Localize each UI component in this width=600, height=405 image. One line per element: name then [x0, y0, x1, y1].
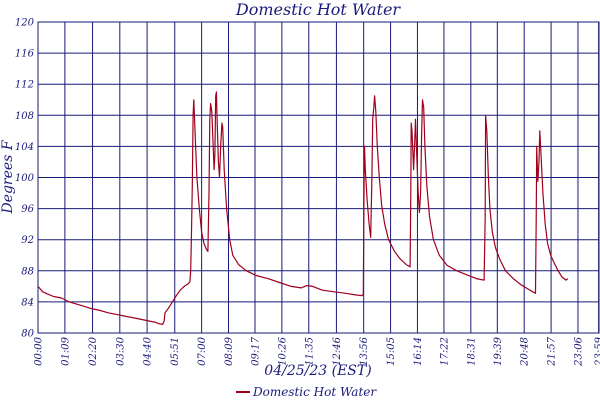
series-line [37, 91, 569, 325]
x-tick-label: 04:40 [143, 336, 154, 365]
x-tick-label: 17:22 [439, 337, 450, 366]
x-tick-label: 23:59 [594, 336, 600, 366]
y-tick-label: 116 [15, 49, 35, 60]
x-tick-label: 16:14 [413, 337, 424, 366]
y-tick-label: 112 [15, 80, 34, 91]
x-tick-label: 08:09 [224, 336, 235, 365]
x-tick-label: 15:05 [386, 337, 397, 366]
x-tick-label: 01:09 [60, 336, 71, 365]
x-tick-label: 11:35 [304, 337, 315, 366]
chart-title: Domestic Hot Water [235, 0, 402, 19]
x-tick-label: 09:17 [250, 336, 261, 365]
y-tick-label: 80 [21, 329, 34, 340]
legend: Domestic Hot Water [236, 385, 377, 399]
grid [37, 21, 600, 334]
x-tick-label: 03:30 [115, 336, 126, 365]
x-tick-label: 21:57 [547, 336, 558, 366]
series-layer [37, 91, 569, 325]
y-tick-label: 100 [15, 173, 35, 184]
plot-frame [37, 21, 600, 334]
x-tick-label: 12:46 [332, 336, 343, 365]
y-tick-label: 92 [21, 235, 34, 246]
y-tick-label: 104 [15, 142, 34, 153]
y-axis-label: Degrees F [0, 139, 16, 214]
axes: 80 84 88 92 96 100 104 108 112 116 120 00:00 01:09 02… [15, 18, 600, 367]
x-tick-label: 02:20 [88, 336, 99, 365]
y-tick-label: 120 [15, 18, 35, 29]
x-tick-label: 18:31 [466, 337, 477, 366]
x-tick-label: 19:39 [493, 336, 504, 365]
y-tick-label: 108 [15, 111, 34, 122]
x-axis-label: 04/25/23 (EST) [264, 363, 371, 379]
x-tick-label: 23:06 [573, 336, 584, 366]
y-tick-label: 96 [21, 204, 34, 215]
x-tick-label: 13:56 [359, 336, 370, 365]
x-tick-label: 10:26 [277, 336, 288, 365]
x-tick-label: 00:00 [34, 336, 45, 365]
x-tick-label: 20:48 [520, 337, 531, 367]
x-tick-label: 07:00 [197, 336, 208, 365]
y-tick-label: 84 [21, 297, 34, 308]
x-tick-label: 05:51 [170, 337, 181, 366]
legend-entry: Domestic Hot Water [252, 385, 377, 399]
y-tick-label: 88 [21, 266, 34, 277]
